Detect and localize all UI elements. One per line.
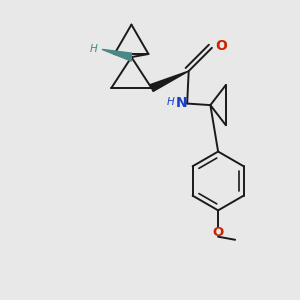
Text: N: N [176, 96, 188, 110]
Text: H: H [167, 97, 175, 107]
Polygon shape [102, 50, 131, 61]
Text: H: H [89, 44, 97, 54]
Text: O: O [212, 226, 224, 239]
Text: O: O [215, 39, 227, 53]
Polygon shape [150, 71, 189, 92]
